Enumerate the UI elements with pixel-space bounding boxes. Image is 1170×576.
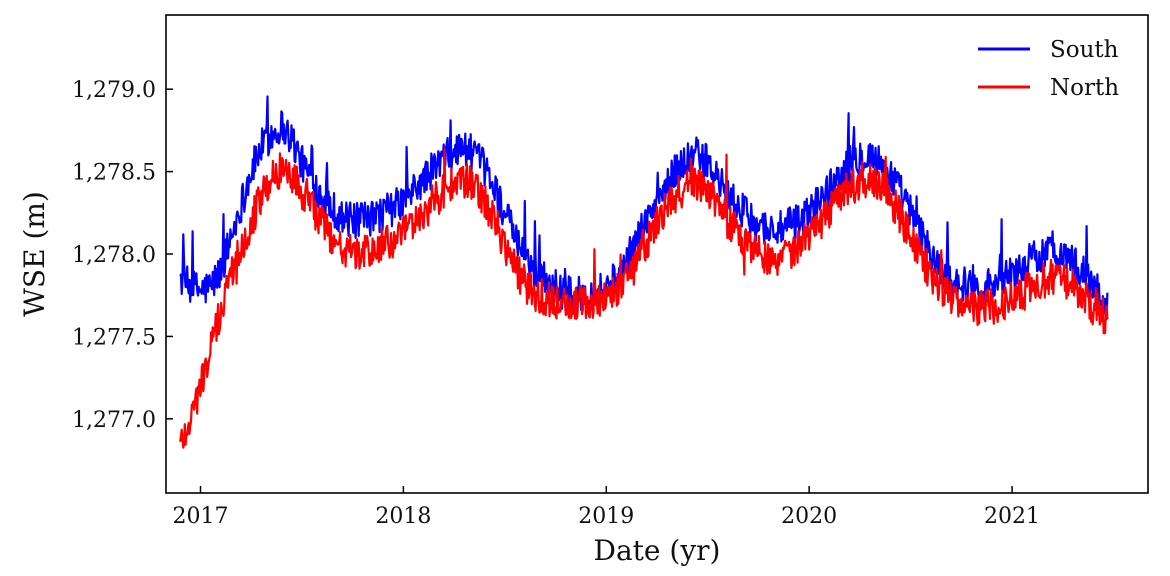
y-tick-label: 1,278.0 xyxy=(72,243,156,268)
series-layer xyxy=(179,95,1109,449)
legend-label-north: North xyxy=(1050,75,1119,101)
x-tick-label: 2021 xyxy=(984,504,1040,529)
x-tick-label: 2017 xyxy=(172,504,228,529)
y-tick-label: 1,279.0 xyxy=(72,78,156,103)
legend: South North xyxy=(978,37,1119,101)
x-tick-label: 2020 xyxy=(781,504,837,529)
x-tick-label: 2018 xyxy=(375,504,431,529)
legend-label-south: South xyxy=(1050,37,1119,63)
y-tick-label: 1,277.0 xyxy=(72,408,156,433)
x-axis-label: Date (yr) xyxy=(594,534,721,567)
y-axis-label: WSE (m) xyxy=(18,191,51,317)
y-tick-label: 1,277.5 xyxy=(72,325,156,350)
y-tick-label: 1,278.5 xyxy=(72,161,156,186)
ticks-layer: 2017 2018 2019 2020 2021 1,277.0 1,277.5 1,278.… xyxy=(72,78,1040,529)
x-tick-label: 2019 xyxy=(578,504,634,529)
series-line-north xyxy=(179,148,1109,449)
